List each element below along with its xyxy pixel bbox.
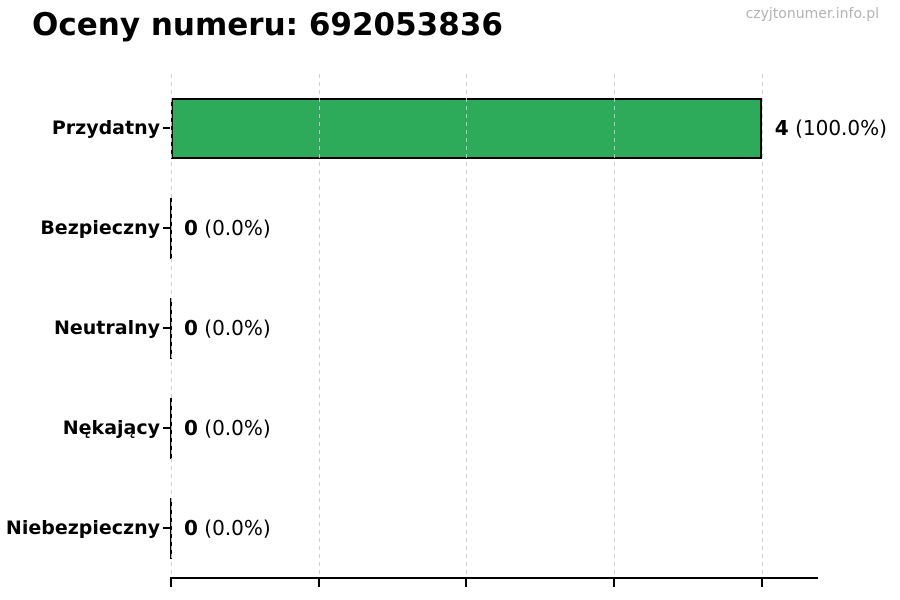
x-axis-line xyxy=(170,577,818,579)
value-percentage: (0.0%) xyxy=(197,516,271,540)
value-label: 0 (0.0%) xyxy=(184,316,271,340)
value-label: 0 (0.0%) xyxy=(184,516,271,540)
x-tick xyxy=(170,579,172,587)
value-count: 0 xyxy=(184,416,198,440)
y-tick xyxy=(163,427,170,429)
y-tick xyxy=(163,327,170,329)
y-tick xyxy=(163,527,170,529)
chart-title: Oceny numeru: 692053836 xyxy=(32,7,503,43)
value-label: 0 (0.0%) xyxy=(184,416,271,440)
category-label: Bezpieczny xyxy=(40,217,160,239)
watermark: czyjtonumer.info.pl xyxy=(745,6,879,22)
value-count: 0 xyxy=(184,516,198,540)
x-tick xyxy=(760,579,763,587)
x-gridline xyxy=(466,74,468,580)
category-label: Nękający xyxy=(62,417,160,439)
x-gridline xyxy=(614,74,616,580)
value-percentage: (0.0%) xyxy=(197,316,271,340)
category-label: Neutralny xyxy=(53,317,160,339)
category-label: Przydatny xyxy=(51,117,160,139)
value-percentage: (0.0%) xyxy=(197,416,271,440)
x-tick xyxy=(465,579,468,587)
y-tick xyxy=(163,127,170,129)
x-tick xyxy=(613,579,616,587)
category-label: Niebezpieczny xyxy=(5,517,160,539)
x-gridline xyxy=(318,74,320,580)
y-tick xyxy=(163,227,170,229)
x-gridline xyxy=(761,74,763,580)
x-tick xyxy=(317,579,320,587)
value-count: 0 xyxy=(184,316,198,340)
value-percentage: (100.0%) xyxy=(788,116,887,140)
value-percentage: (0.0%) xyxy=(197,216,271,240)
value-label: 0 (0.0%) xyxy=(184,216,271,240)
x-gridline xyxy=(171,74,172,580)
value-label: 4 (100.0%) xyxy=(775,116,887,140)
value-count: 4 xyxy=(774,116,789,140)
value-count: 0 xyxy=(184,216,198,240)
